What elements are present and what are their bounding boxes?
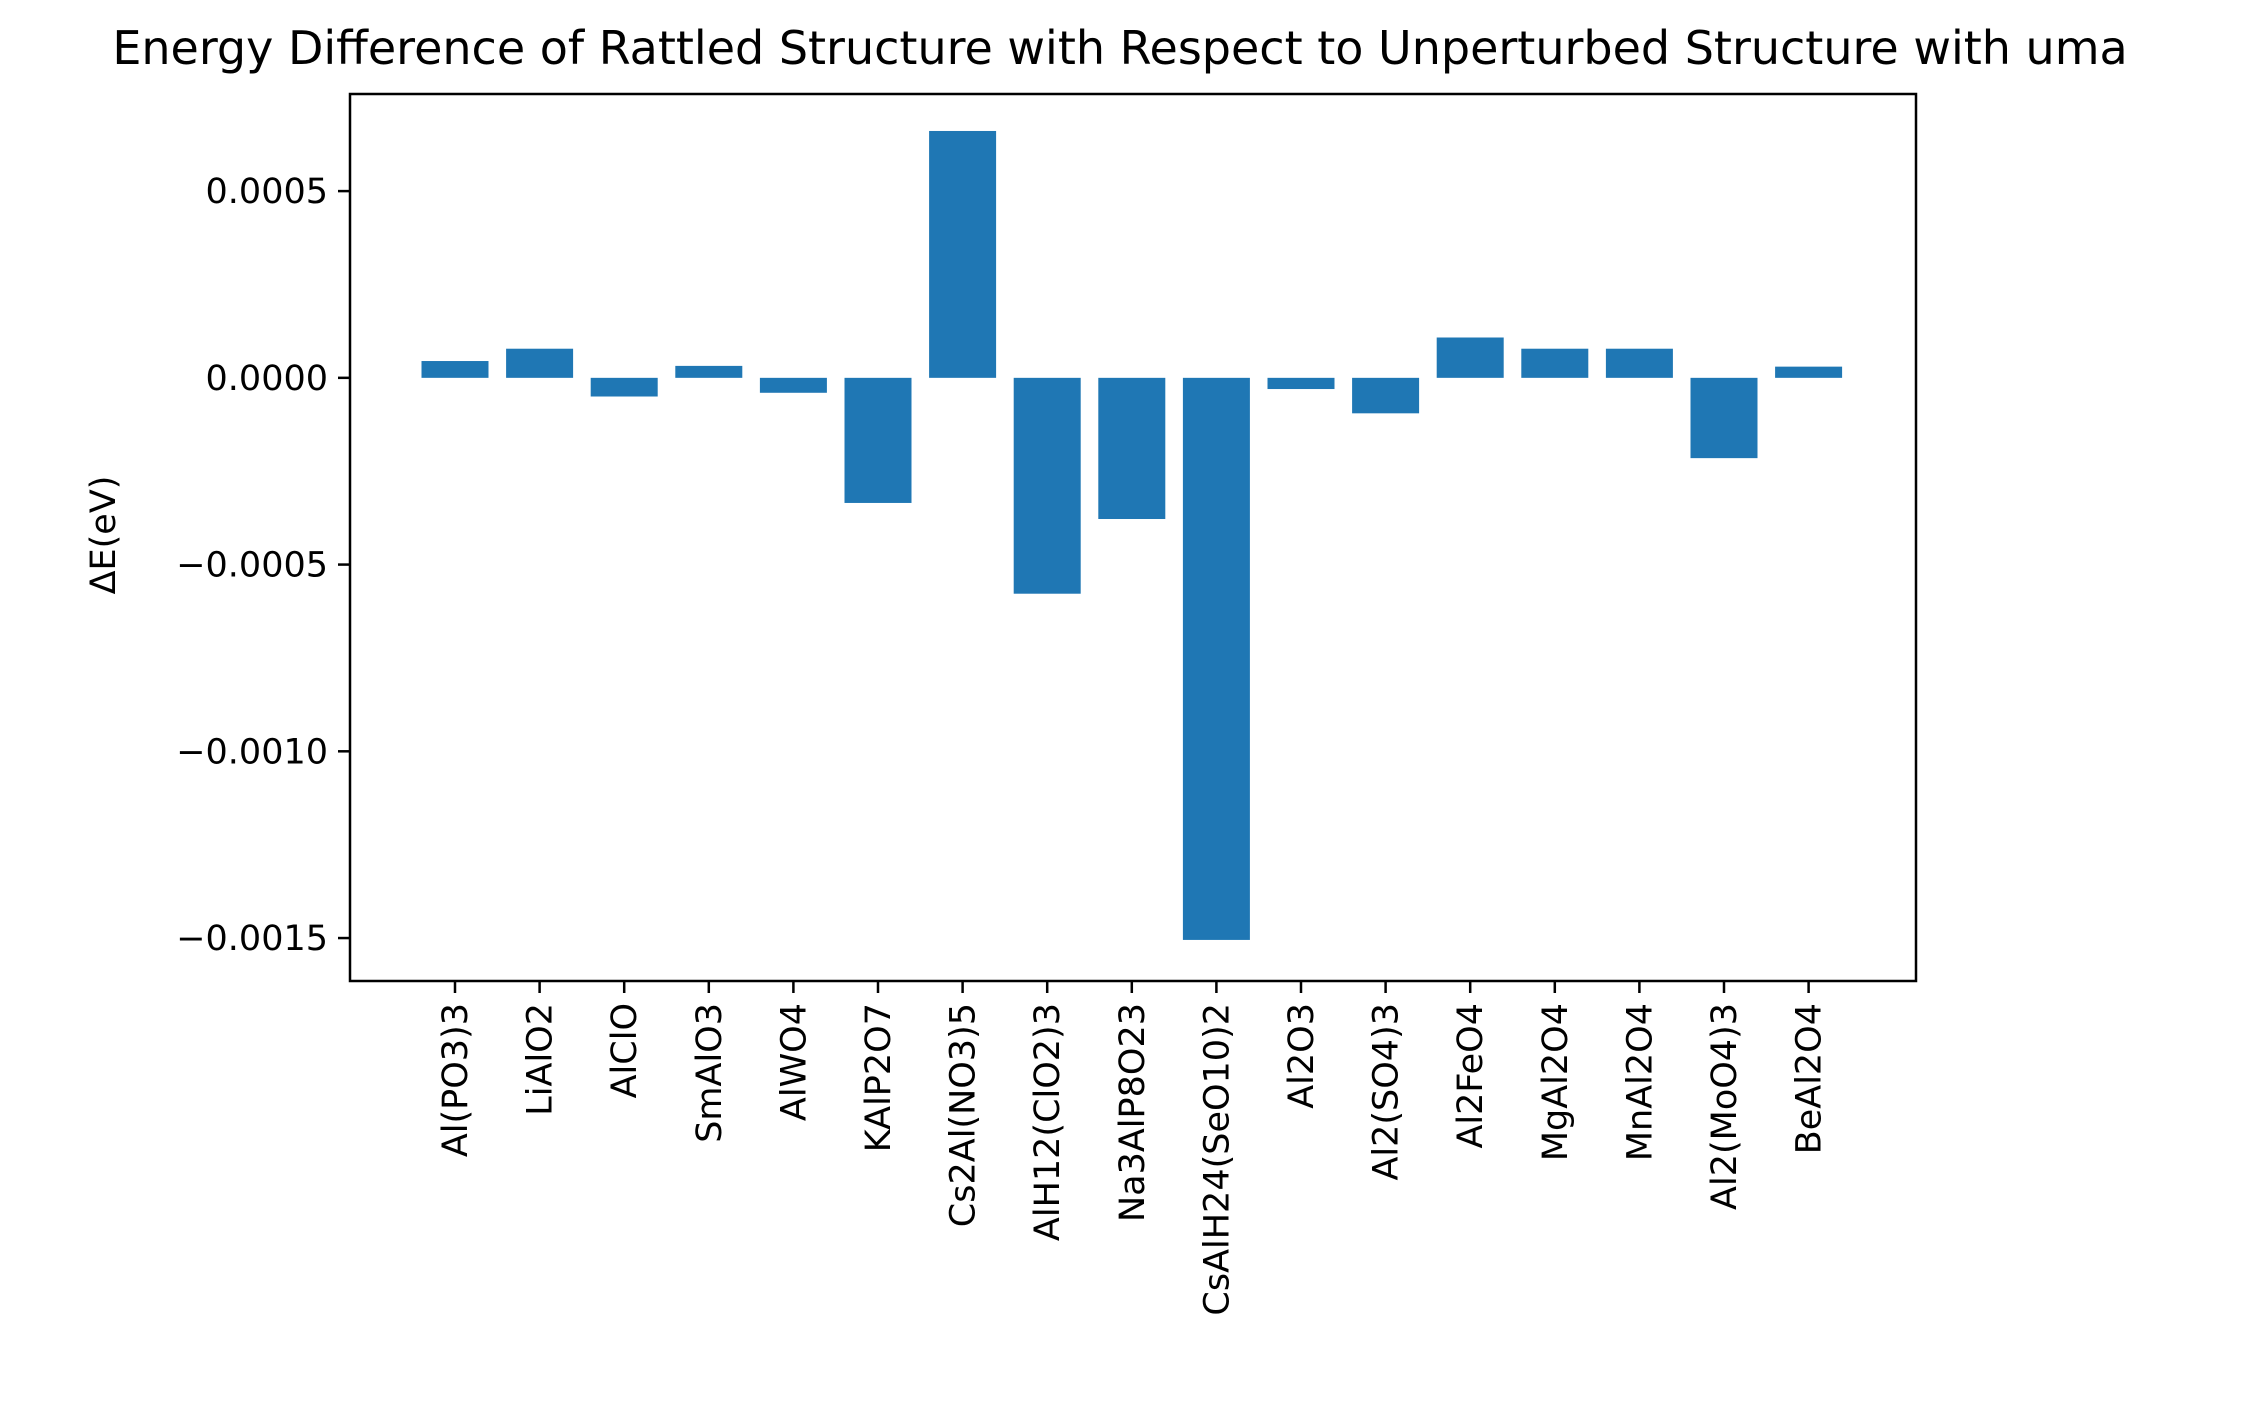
y-tick-label: 0.0000: [206, 359, 328, 399]
x-tick-label: AlClO: [605, 1003, 645, 1098]
bar: [1267, 377, 1335, 390]
bar: [759, 377, 827, 393]
bar: [1605, 348, 1673, 378]
x-tick-label: CsAlH24(SeO10)2: [1197, 1003, 1237, 1316]
bar: [1098, 377, 1166, 520]
x-tick-label: MgAl2O4: [1536, 1003, 1576, 1161]
x-tick-label: LiAlO2: [521, 1003, 561, 1116]
bar: [1775, 366, 1843, 378]
x-tick-label: AlWO4: [774, 1003, 814, 1121]
bar: [929, 130, 997, 378]
x-tick-label: Al(PO3)3: [436, 1003, 476, 1157]
bar: [590, 377, 658, 397]
x-tick-label: KAlP2O7: [859, 1003, 899, 1152]
x-tick-label: Na3AlP8O23: [1113, 1003, 1153, 1222]
x-tick-label: Cs2Al(NO3)5: [944, 1003, 984, 1227]
bar: [1182, 377, 1250, 940]
bar: [506, 348, 574, 378]
x-tick-label: Al2(SO4)3: [1367, 1003, 1407, 1181]
chart-title: Energy Difference of Rattled Structure w…: [112, 21, 2127, 75]
x-tick-label: Al2O3: [1282, 1003, 1322, 1109]
y-tick-label: −0.0010: [176, 732, 328, 772]
bar: [421, 361, 489, 378]
y-axis-ticks: 0.0005 0.0000 −0.0005 −0.0010 −0.0015: [176, 172, 350, 959]
x-tick-label: SmAlO3: [690, 1003, 730, 1143]
bar: [675, 365, 743, 378]
x-tick-label: Al2(MoO4)3: [1705, 1003, 1745, 1210]
y-tick-label: −0.0015: [176, 919, 328, 959]
bars: [421, 130, 1843, 940]
x-axis-ticks: Al(PO3)3 LiAlO2 AlClO SmAlO3 AlWO4 KAlP2O7 Cs2…: [436, 981, 1830, 1316]
bar: [1013, 377, 1081, 594]
x-tick-label: BeAl2O4: [1790, 1003, 1830, 1154]
plot-frame: [348, 92, 1918, 983]
bar: [1352, 377, 1420, 414]
bar: [1521, 348, 1589, 378]
y-tick-label: −0.0005: [176, 546, 328, 586]
y-axis-label: ΔE(eV): [84, 476, 124, 595]
x-tick-label: MnAl2O4: [1620, 1003, 1660, 1161]
bar: [844, 377, 912, 503]
y-tick-label: 0.0005: [206, 172, 328, 212]
bar: [1436, 337, 1504, 378]
bar: [1690, 377, 1758, 459]
x-tick-label: AlH12(ClO2)3: [1028, 1003, 1068, 1241]
x-tick-label: Al2FeO4: [1451, 1003, 1491, 1149]
